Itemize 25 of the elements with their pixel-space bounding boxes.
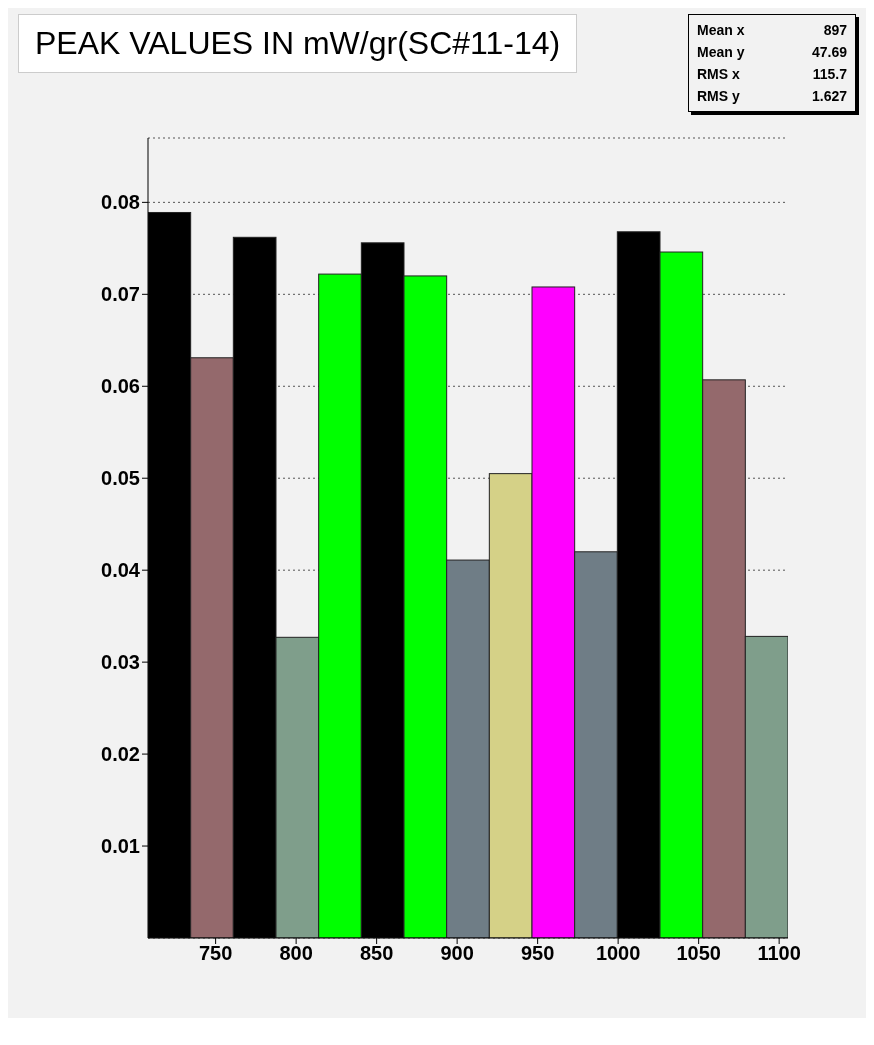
y-tick-label: 0.05 xyxy=(101,467,140,490)
text: Mean x xyxy=(697,21,745,40)
text: 897 xyxy=(823,21,847,40)
x-tick-label: 1050 xyxy=(676,942,721,965)
x-tick-label: 850 xyxy=(359,942,394,965)
y-tick-label: 0.06 xyxy=(101,375,140,398)
x-tick-label: 900 xyxy=(440,942,474,965)
y-tick-label: 0.01 xyxy=(101,835,140,858)
y-tick-label: 0.02 xyxy=(101,743,140,766)
x-tick-label: 750 xyxy=(198,942,233,965)
x-tick-label: 1100 xyxy=(757,942,801,965)
text: 1.627 xyxy=(811,87,847,106)
x-tick-label: 950 xyxy=(520,942,555,965)
y-tick-label: 0.03 xyxy=(101,651,140,674)
y-tick-label: 0.07 xyxy=(101,283,140,306)
x-tick-label: 800 xyxy=(279,942,313,965)
y-tick-label: 0.08 xyxy=(101,191,140,214)
x-tick-label: 1000 xyxy=(595,942,641,965)
text: RMS y xyxy=(697,87,740,106)
chart-title: PEAK VALUES IN mW/gr(SC#11-14) xyxy=(18,14,578,73)
y-tick-label: 0.04 xyxy=(101,559,141,582)
text: 115.7 xyxy=(812,65,847,84)
text: 47.69 xyxy=(811,43,847,62)
text: RMS x xyxy=(697,65,740,84)
text: Mean y xyxy=(697,43,745,62)
